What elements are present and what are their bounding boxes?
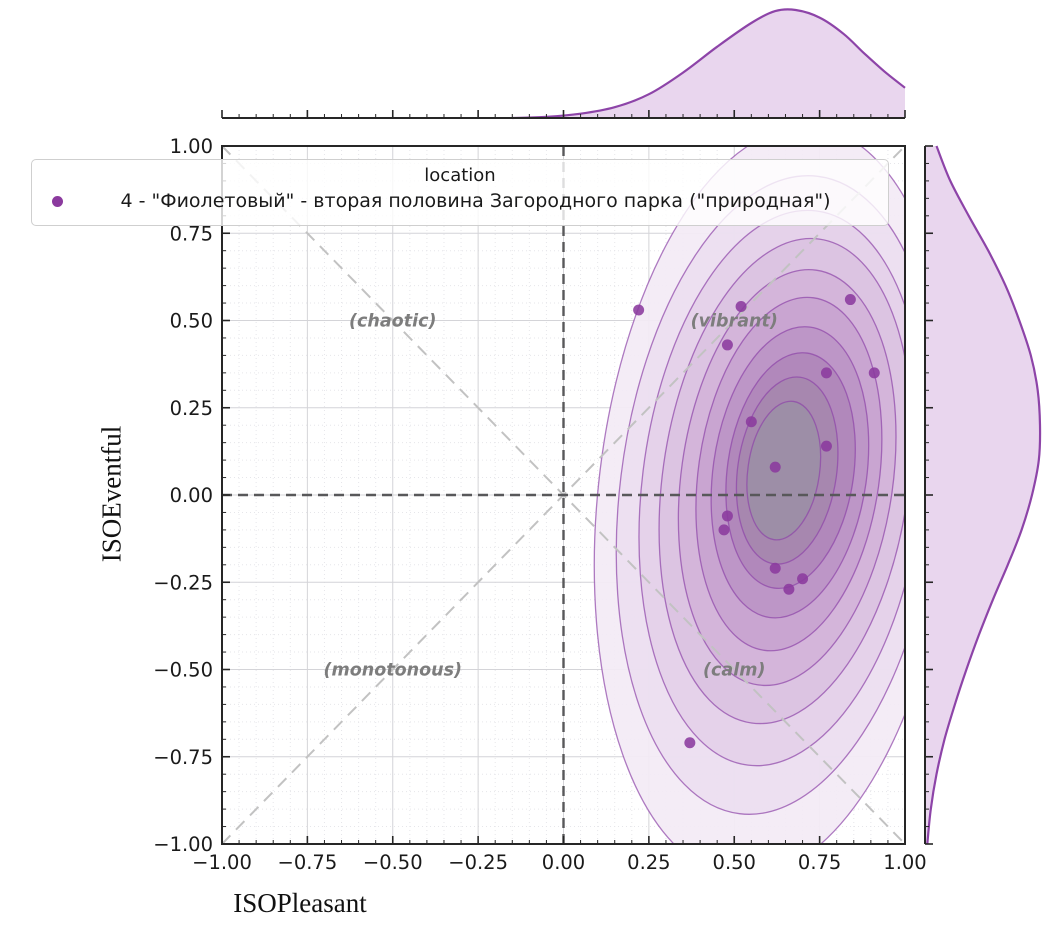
- y-tick-label: 0.50: [170, 310, 213, 333]
- y-tick-label: −0.50: [153, 659, 213, 682]
- right-marginal-kde-fill: [925, 146, 1041, 844]
- data-point: [820, 440, 832, 452]
- data-point: [718, 524, 730, 536]
- quadrant-label: (vibrant): [691, 312, 778, 332]
- data-point: [735, 301, 747, 313]
- y-tick-label: 0.75: [170, 222, 213, 245]
- x-tick-label: 0.00: [542, 851, 585, 874]
- right-marginal-ticks: [925, 145, 933, 845]
- legend: location 4 - "Фиолетовый" - вторая полов…: [31, 159, 889, 226]
- x-axis-label: ISOPleasant: [233, 888, 367, 918]
- data-point: [769, 562, 781, 574]
- quadrant-label: (monotonous): [324, 661, 462, 681]
- data-point: [745, 416, 757, 428]
- scatter-points: [633, 294, 880, 749]
- top-marginal-ticks: [221, 110, 906, 118]
- y-axis-label: ISOEventful: [96, 425, 127, 563]
- x-tick-label: 0.75: [798, 851, 841, 874]
- data-point: [633, 304, 645, 316]
- legend-marker-dot-icon: [52, 195, 63, 207]
- x-tick-label: 0.25: [627, 851, 670, 874]
- x-tick-label: −0.25: [448, 851, 508, 874]
- y-tick-label: −0.25: [153, 571, 213, 594]
- quadrant-label: (chaotic): [349, 312, 436, 332]
- y-tick-label: 0.25: [170, 397, 213, 420]
- x-tick-label: −1.00: [192, 851, 252, 874]
- y-tick-label: 0.00: [170, 484, 213, 507]
- data-point: [844, 294, 856, 306]
- data-point: [797, 573, 809, 585]
- data-point: [820, 367, 832, 379]
- y-tick-label: 1.00: [170, 135, 213, 158]
- legend-title: location: [424, 165, 496, 186]
- kde-contours: [593, 146, 905, 844]
- tick-labels: −1.00 −0.75 −0.50 −0.25 0.00 0.25 0.50 0.75 1.00…: [153, 135, 926, 874]
- kde-contour-band: [746, 400, 822, 541]
- y-tick-label: −1.00: [153, 833, 213, 856]
- y-tick-label: −0.75: [153, 746, 213, 769]
- quadrant-label: (calm): [703, 661, 765, 681]
- legend-item: 4 - "Фиолетовый" - вторая половина Загор…: [32, 190, 888, 212]
- data-point: [868, 367, 880, 379]
- data-point: [684, 737, 696, 749]
- data-point: [769, 461, 781, 473]
- legend-item-label: 4 - "Фиолетовый" - вторая половина Загор…: [120, 190, 831, 212]
- zero-lines: [222, 146, 905, 844]
- right-marginal-kde-line: [926, 145, 1042, 845]
- x-tick-label: −0.75: [277, 851, 337, 874]
- top-marginal-kde-line: [512, 8, 906, 120]
- data-point: [783, 583, 795, 595]
- x-tick-label: −0.50: [363, 851, 423, 874]
- x-tick-label: 0.50: [713, 851, 756, 874]
- data-point: [721, 339, 733, 351]
- top-marginal-kde-fill: [512, 9, 905, 119]
- x-tick-label: 1.00: [883, 851, 926, 874]
- data-point: [721, 510, 733, 522]
